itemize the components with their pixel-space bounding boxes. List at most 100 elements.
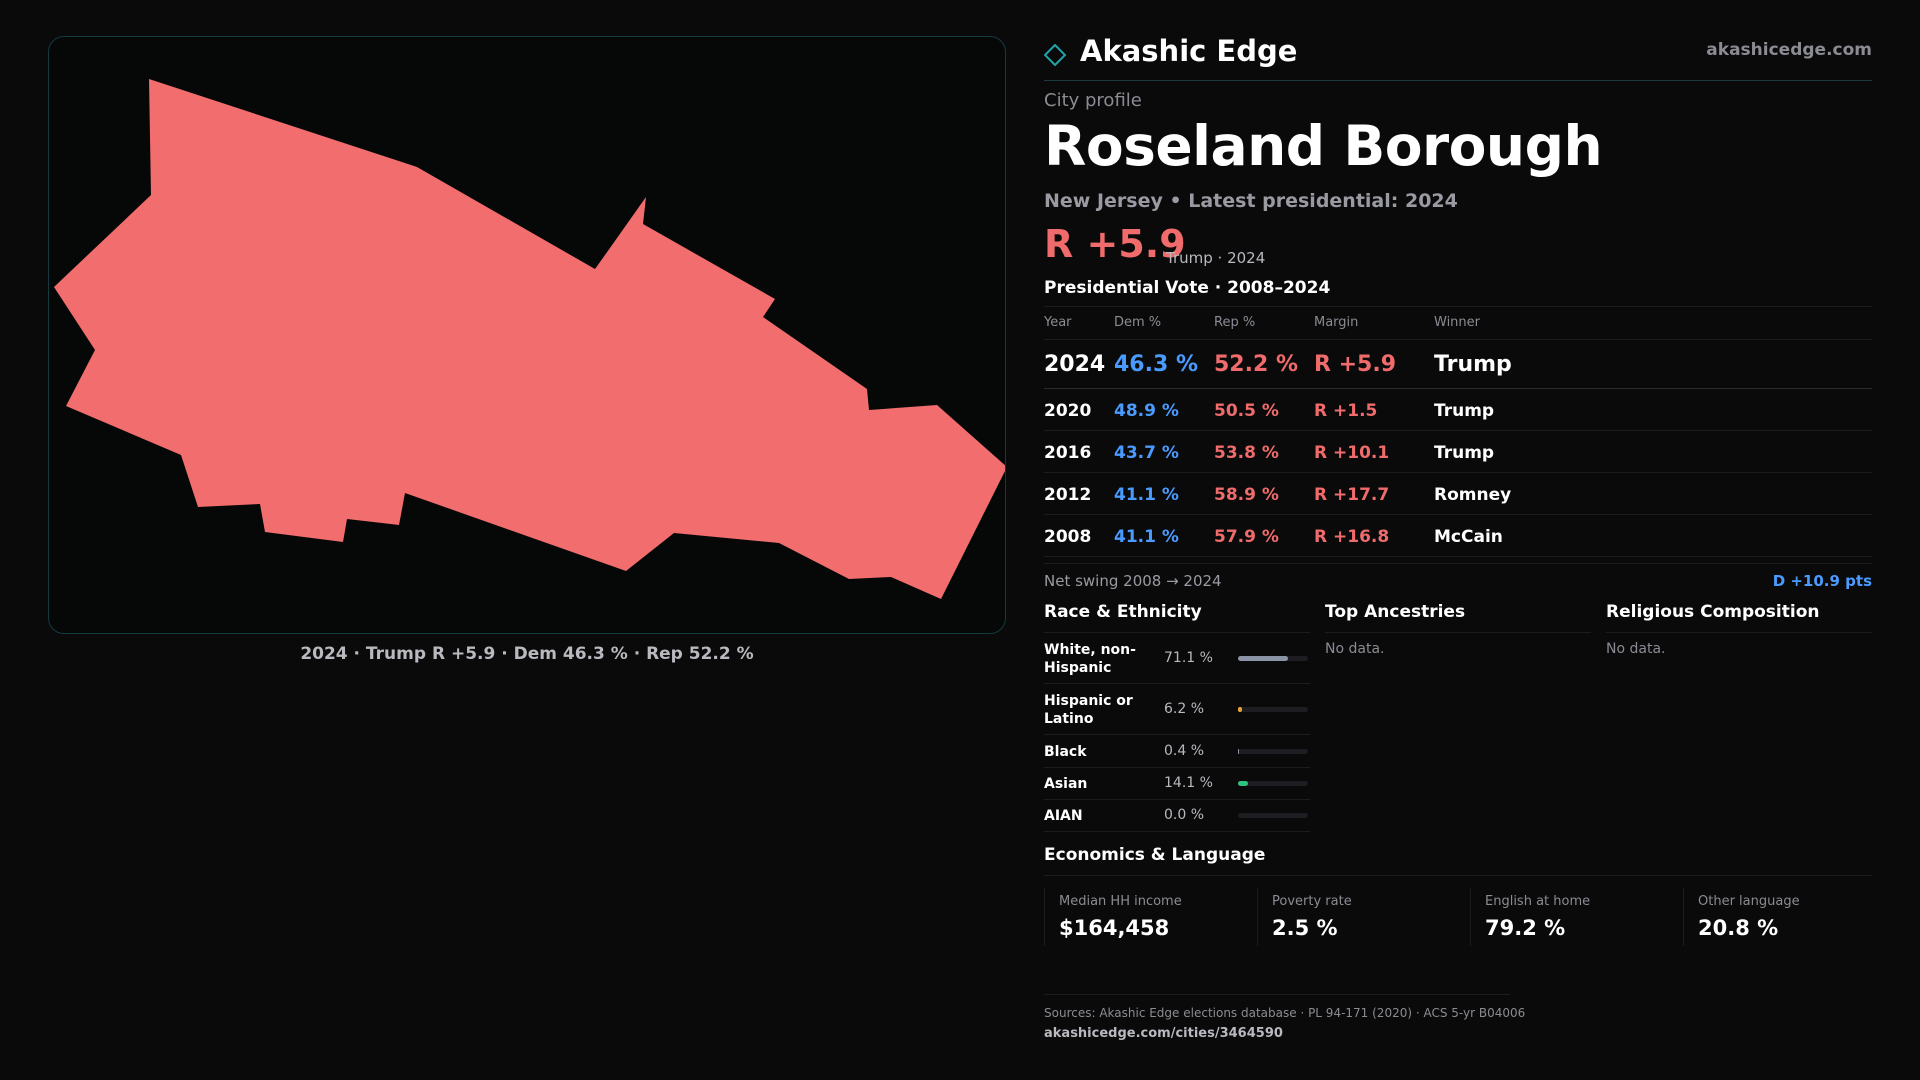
vote-year: 2012 <box>1044 485 1092 505</box>
brand-name: Akashic Edge <box>1080 34 1298 68</box>
race-row: Asian 14.1 % <box>1044 768 1310 800</box>
race-bar <box>1238 781 1248 786</box>
vote-table-header: Year Dem % Rep % Margin Winner <box>1044 306 1872 340</box>
vote-year: 2008 <box>1044 527 1092 547</box>
vote-winner: Trump <box>1434 401 1495 421</box>
vote-margin: R +1.5 <box>1314 401 1378 421</box>
district-map <box>54 79 1006 599</box>
econ-value: $164,458 <box>1059 916 1170 940</box>
econ-value: 20.8 % <box>1698 916 1779 940</box>
divider <box>1044 875 1872 876</box>
vote-row: 2016 43.7 % 53.8 % R +10.1 Trump <box>1044 431 1872 473</box>
race-name: AIAN <box>1044 808 1083 824</box>
diamond-icon <box>1044 44 1066 66</box>
vote-year: 2020 <box>1044 401 1092 421</box>
vote-dem: 46.3 % <box>1114 352 1198 377</box>
race-bar <box>1238 707 1243 712</box>
race-pct: 0.4 % <box>1164 743 1205 759</box>
headline-note: Trump · 2024 <box>1166 249 1266 267</box>
race-row: Hispanic or Latino 6.2 % <box>1044 684 1310 735</box>
vote-table: Year Dem % Rep % Margin Winner 2024 46.3… <box>1044 306 1872 557</box>
race-bar-track <box>1238 707 1308 712</box>
divider <box>1044 994 1510 995</box>
vote-dem: 41.1 % <box>1114 485 1179 505</box>
religion-section: Religious Composition No data. <box>1606 602 1872 657</box>
ancestries-section: Top Ancestries No data. <box>1325 602 1591 657</box>
econ-value: 2.5 % <box>1272 916 1338 940</box>
divider <box>1044 563 1872 564</box>
econ-cell: Median HH income $164,458 <box>1044 888 1245 946</box>
race-bar <box>1238 656 1288 661</box>
race-bar-track <box>1238 656 1308 661</box>
ancestries-section-title: Top Ancestries <box>1325 602 1591 633</box>
econ-label: Poverty rate <box>1272 894 1352 909</box>
race-name: Black <box>1044 744 1087 760</box>
vote-winner: McCain <box>1434 527 1503 547</box>
vote-winner: Trump <box>1434 443 1495 463</box>
race-pct: 71.1 % <box>1164 650 1213 666</box>
economics-section-title: Economics & Language <box>1044 845 1266 865</box>
map-panel <box>48 36 1006 634</box>
swing-label: Net swing 2008 → 2024 <box>1044 572 1222 590</box>
vote-margin: R +10.1 <box>1314 443 1390 463</box>
econ-label: Other language <box>1698 894 1800 909</box>
vote-dem: 48.9 % <box>1114 401 1179 421</box>
headline-margin: R +5.9 <box>1044 222 1186 266</box>
race-name: White, non-Hispanic <box>1044 642 1136 676</box>
page-title: Roseland Borough <box>1044 114 1603 178</box>
header-winner: Winner <box>1434 315 1481 330</box>
race-row: AIAN 0.0 % <box>1044 800 1310 832</box>
race-section: Race & Ethnicity White, non-Hispanic 71.… <box>1044 602 1310 832</box>
race-bar-track <box>1238 781 1308 786</box>
ancestries-empty: No data. <box>1325 641 1385 657</box>
race-pct: 0.0 % <box>1164 807 1205 823</box>
race-section-title: Race & Ethnicity <box>1044 602 1310 633</box>
vote-margin: R +16.8 <box>1314 527 1390 547</box>
econ-label: Median HH income <box>1059 894 1182 909</box>
brand-header: Akashic Edge akashicedge.com <box>1044 30 1872 81</box>
vote-winner: Trump <box>1434 352 1512 377</box>
economics-row: Median HH income $164,458 Poverty rate 2… <box>1044 888 1872 946</box>
swing-value: D +10.9 pts <box>1772 572 1872 590</box>
vote-rep: 57.9 % <box>1214 527 1279 547</box>
race-name: Hispanic or Latino <box>1044 693 1133 727</box>
vote-section-title: Presidential Vote · 2008–2024 <box>1044 278 1331 298</box>
vote-row: 2020 48.9 % 50.5 % R +1.5 Trump <box>1044 389 1872 431</box>
source-link[interactable]: akashicedge.com/cities/3464590 <box>1044 1026 1283 1041</box>
vote-rep: 53.8 % <box>1214 443 1279 463</box>
vote-rep: 58.9 % <box>1214 485 1279 505</box>
vote-rep: 52.2 % <box>1214 352 1298 377</box>
vote-year: 2016 <box>1044 443 1092 463</box>
vote-dem: 41.1 % <box>1114 527 1179 547</box>
vote-rep: 50.5 % <box>1214 401 1279 421</box>
vote-winner: Romney <box>1434 485 1512 505</box>
vote-dem: 43.7 % <box>1114 443 1179 463</box>
race-bar-track <box>1238 813 1308 818</box>
race-pct: 6.2 % <box>1164 701 1205 717</box>
econ-label: English at home <box>1485 894 1591 909</box>
vote-margin: R +17.7 <box>1314 485 1390 505</box>
econ-value: 79.2 % <box>1485 916 1566 940</box>
header-margin: Margin <box>1314 315 1359 330</box>
header-year: Year <box>1044 315 1072 330</box>
race-name: Asian <box>1044 776 1088 792</box>
header-dem: Dem % <box>1114 315 1162 330</box>
econ-cell: Poverty rate 2.5 % <box>1257 888 1458 946</box>
race-pct: 14.1 % <box>1164 775 1213 791</box>
header-rep: Rep % <box>1214 315 1256 330</box>
page-kicker: City profile <box>1044 90 1142 111</box>
race-bar-track <box>1238 749 1308 754</box>
map-caption: 2024 · Trump R +5.9 · Dem 46.3 % · Rep 5… <box>300 644 754 664</box>
vote-row: 2012 41.1 % 58.9 % R +17.7 Romney <box>1044 473 1872 515</box>
brand-url[interactable]: akashicedge.com <box>1706 40 1872 60</box>
religion-empty: No data. <box>1606 641 1666 657</box>
race-row: Black 0.4 % <box>1044 735 1310 768</box>
vote-margin: R +5.9 <box>1314 352 1397 377</box>
religion-section-title: Religious Composition <box>1606 602 1872 633</box>
page-subtitle: New Jersey • Latest presidential: 2024 <box>1044 190 1458 212</box>
district-shape[interactable] <box>54 79 1006 599</box>
race-bar <box>1238 749 1240 754</box>
vote-row: 2024 46.3 % 52.2 % R +5.9 Trump <box>1044 340 1872 389</box>
sources-text: Sources: Akashic Edge elections database… <box>1044 1006 1526 1020</box>
econ-cell: English at home 79.2 % <box>1470 888 1671 946</box>
